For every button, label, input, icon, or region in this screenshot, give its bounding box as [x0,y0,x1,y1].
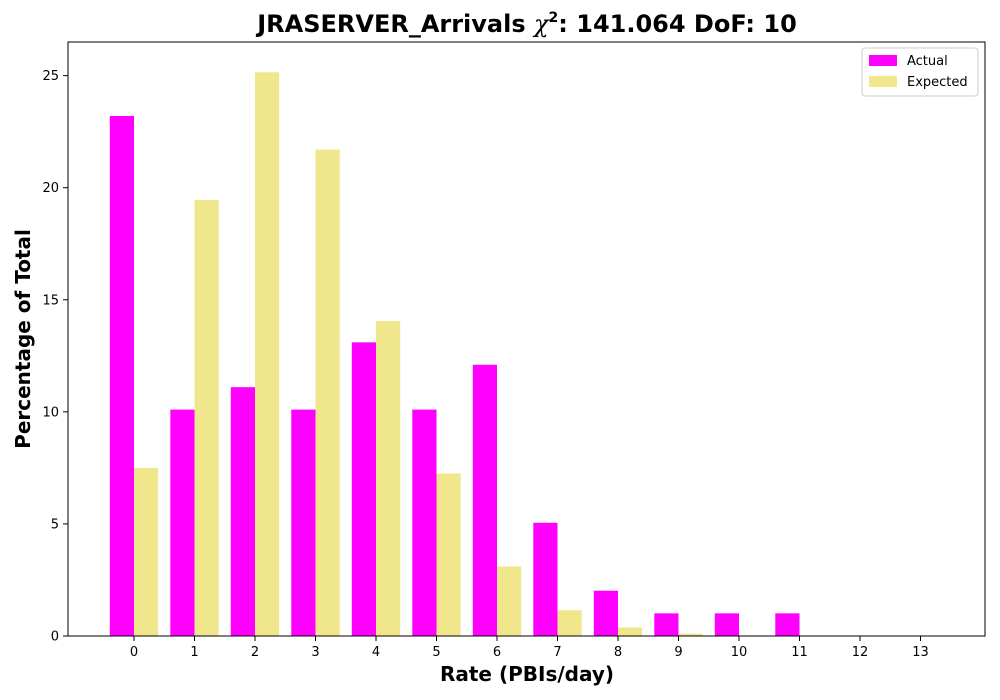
bar-expected-3 [315,149,340,636]
bar-actual-4 [351,342,376,636]
bar-expected-4 [376,321,401,636]
bar-expected-9 [678,633,703,636]
x-tick-label: 9 [674,645,682,660]
bar-expected-6 [497,566,522,636]
x-tick-label: 2 [251,645,259,660]
bar-expected-7 [557,610,582,636]
x-tick-label: 6 [493,645,501,660]
y-tick-label: 25 [42,69,59,84]
chart-title: JRASERVER_Arrivals χ2: 141.064 DoF: 10 [255,10,797,38]
bars-group [109,72,824,637]
x-tick-label: 12 [852,645,869,660]
x-tick-label: 8 [614,645,622,660]
bar-actual-2 [230,387,255,636]
y-ticks: 0 5 10 15 20 25 [42,69,68,645]
x-tick-label: 1 [190,645,198,660]
x-tick-label: 10 [731,645,748,660]
bar-actual-10 [714,613,739,636]
bar-expected-0 [134,467,159,636]
bar-actual-11 [775,613,800,636]
bar-expected-2 [255,72,280,636]
bar-actual-9 [654,613,679,636]
y-tick-label: 10 [42,405,59,420]
bar-expected-1 [194,200,219,636]
y-axis-label: Percentage of Total [11,229,35,449]
plot-frame [67,41,986,637]
x-tick-label: 3 [311,645,319,660]
bar-actual-8 [593,590,618,636]
legend-label-actual: Actual [907,54,948,69]
x-ticks: 0 1 2 3 4 5 6 7 8 9 10 11 12 13 [130,636,929,660]
bar-actual-0 [109,115,134,637]
legend-swatch-actual [869,55,897,66]
y-tick-label: 5 [51,517,59,532]
x-tick-label: 0 [130,645,138,660]
bar-actual-3 [291,409,316,636]
bar-expected-8 [618,627,643,636]
y-tick-label: 15 [42,293,59,308]
bar-actual-6 [472,364,497,636]
y-tick-label: 20 [42,181,59,196]
x-tick-label: 7 [553,645,561,660]
legend-swatch-expected [869,76,897,87]
x-tick-label: 5 [432,645,440,660]
x-tick-label: 13 [912,645,929,660]
bar-actual-7 [533,522,558,636]
x-tick-label: 11 [791,645,808,660]
x-tick-label: 4 [372,645,380,660]
bar-actual-5 [412,409,437,636]
bar-actual-1 [170,409,195,636]
x-axis-label: Rate (PBIs/day) [440,662,614,686]
legend: Actual Expected [861,47,979,97]
legend-label-expected: Expected [907,75,968,90]
bar-expected-5 [436,473,461,636]
y-tick-label: 0 [51,630,59,645]
